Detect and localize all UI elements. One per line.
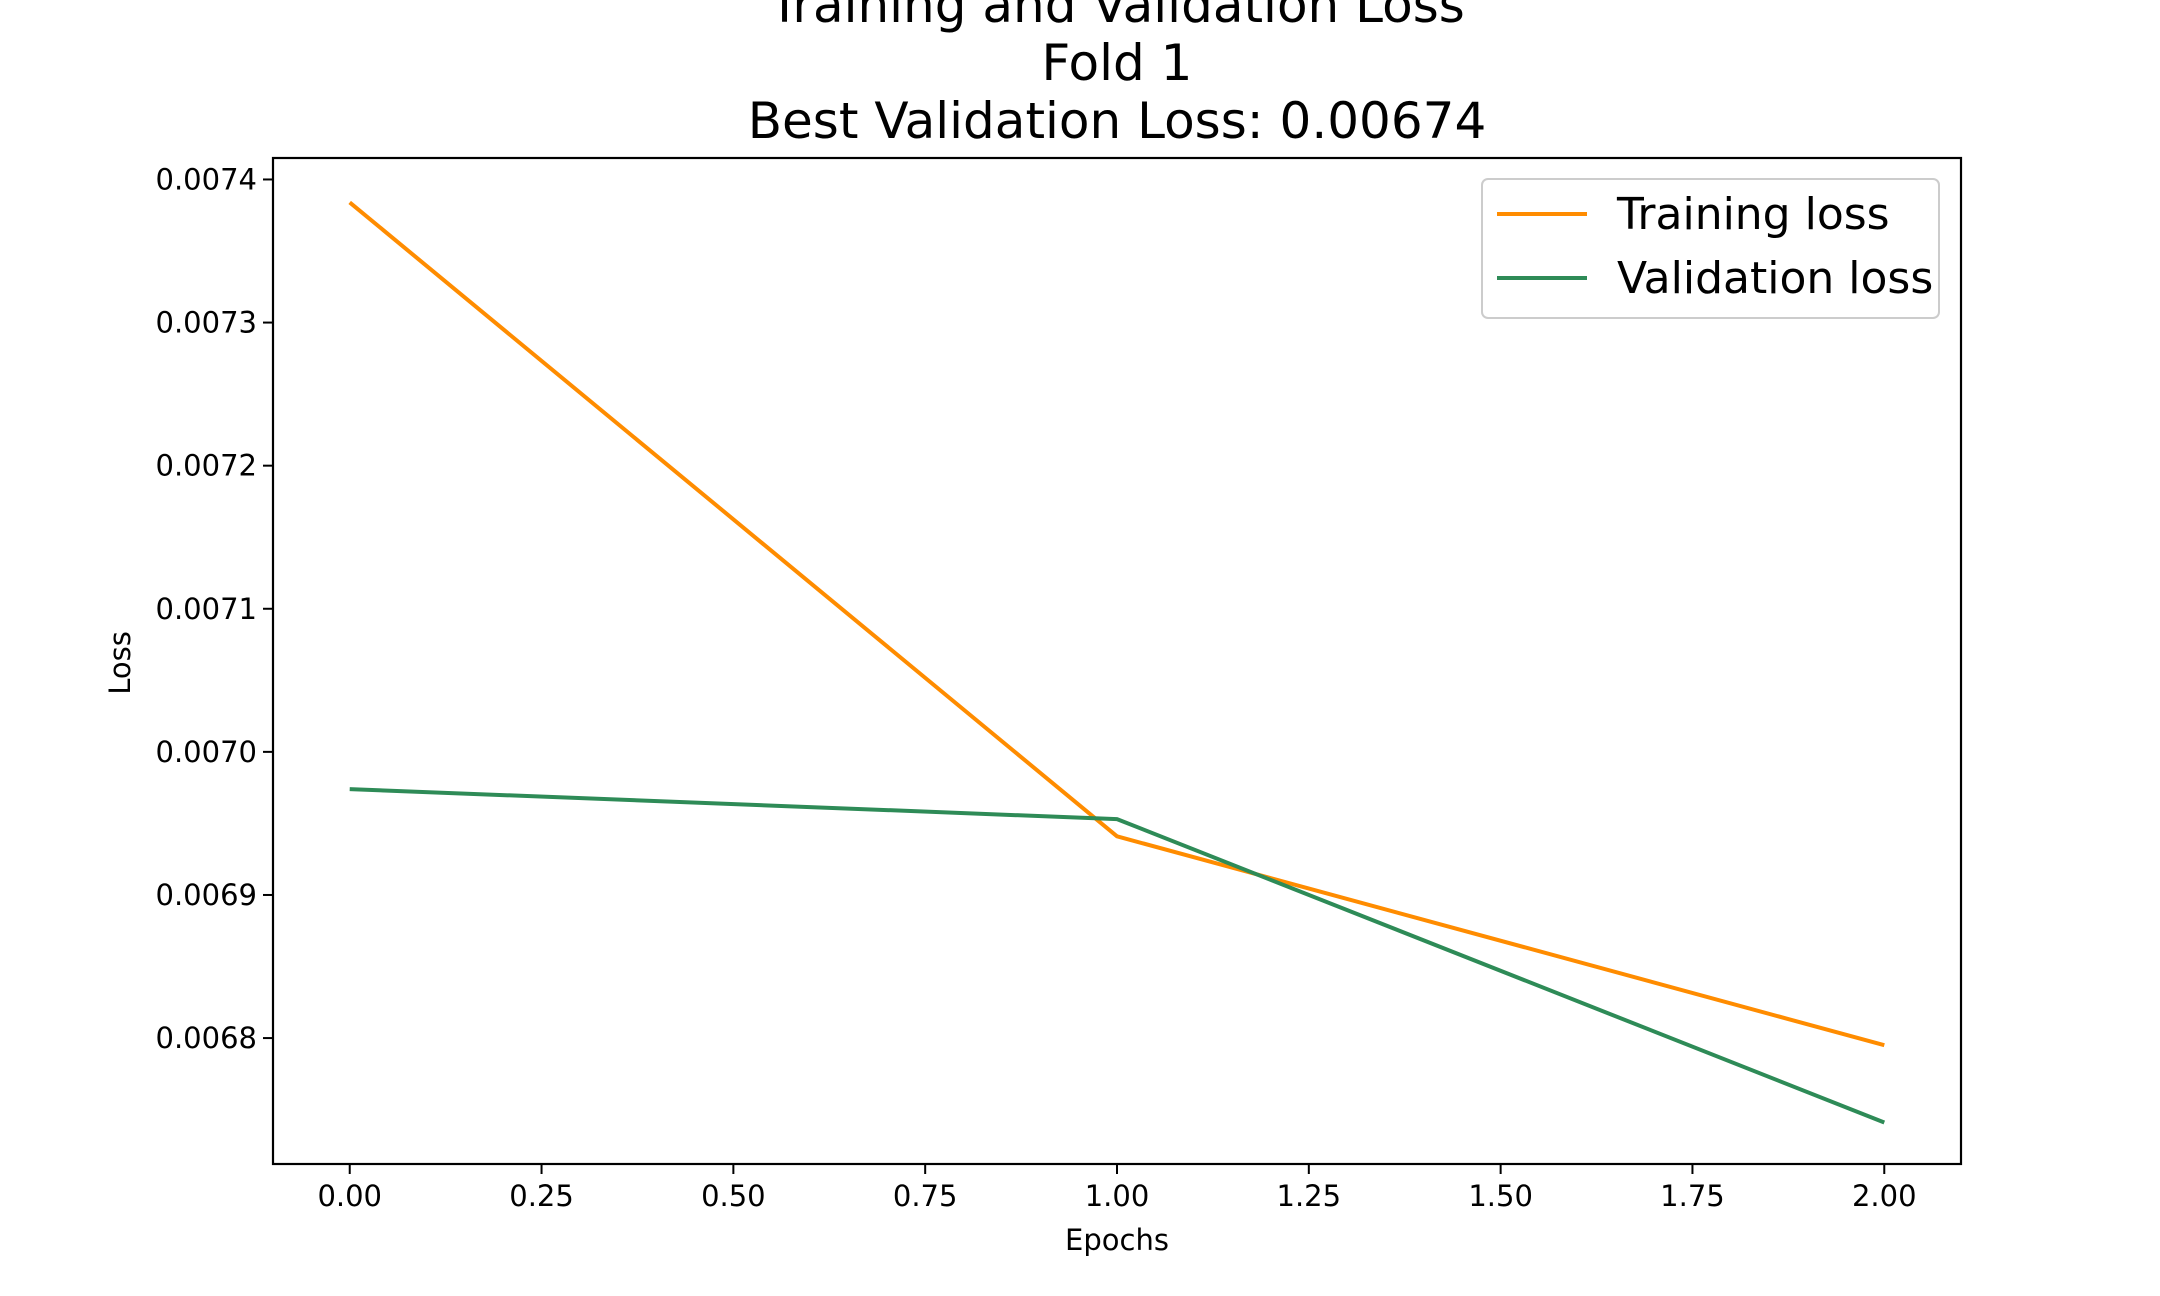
x-tick-label: 0.25 [509,1179,574,1213]
chart-title-line-3: Best Validation Loss: 0.00674 [748,92,1487,150]
y-tick-label: 0.0074 [156,162,257,196]
y-tick-label: 0.0073 [156,306,257,340]
legend-label-validation: Validation loss [1617,253,1933,304]
x-tick-label: 1.50 [1468,1179,1533,1213]
y-tick-label: 0.0070 [156,735,257,769]
validation-loss-line [349,787,1886,1125]
y-tick-label: 0.0072 [156,449,257,483]
series-lines [348,200,1886,1125]
training-loss-line [348,200,1885,1048]
x-tick-label: 1.25 [1277,1179,1342,1213]
x-tick-label: 2.00 [1852,1179,1917,1213]
legend-box [1481,178,1940,319]
chart-title-line-1: Training and Validation Loss [768,0,1465,34]
chart-title: Training and Validation Loss Fold 1 Best… [748,0,1487,150]
x-tick-label: 0.75 [893,1179,958,1213]
y-axis-label: Loss [103,631,137,695]
x-axis-ticks: 0.00 0.25 0.50 0.75 1.00 1.25 1.50 1.75 2.00 [317,1164,1917,1213]
x-tick-label: 0.50 [701,1179,766,1213]
legend-label-training: Training loss [1616,189,1890,240]
y-tick-label: 0.0071 [156,592,257,626]
x-axis-label: Epochs [1065,1223,1169,1257]
y-tick-label: 0.0068 [156,1021,257,1055]
chart-title-line-2: Fold 1 [1042,34,1193,92]
x-tick-label: 1.00 [1085,1179,1150,1213]
y-tick-label: 0.0069 [156,878,257,912]
legend: Training loss Validation loss [1481,178,1940,319]
x-tick-label: 0.00 [317,1179,382,1213]
y-axis-ticks: 0.0068 0.0069 0.0070 0.0071 0.0072 0.0073 0.00… [156,162,273,1055]
x-tick-label: 1.75 [1660,1179,1725,1213]
